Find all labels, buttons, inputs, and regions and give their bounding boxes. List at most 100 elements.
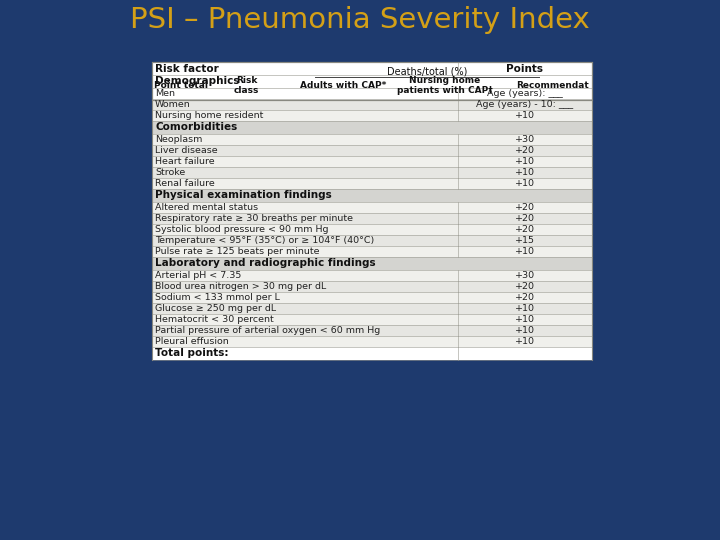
Text: Point total: Point total bbox=[153, 81, 207, 90]
Text: +20: +20 bbox=[515, 146, 535, 155]
Text: +30: +30 bbox=[515, 271, 535, 280]
Text: +10: +10 bbox=[515, 247, 535, 256]
Bar bbox=[152, 62, 592, 100]
Bar bbox=[152, 167, 458, 178]
Text: +10: +10 bbox=[515, 326, 535, 335]
Bar bbox=[458, 202, 592, 213]
Bar bbox=[152, 292, 458, 303]
Text: Sodium < 133 mmol per L: Sodium < 133 mmol per L bbox=[155, 293, 280, 302]
Text: Age (years): ___: Age (years): ___ bbox=[487, 89, 563, 98]
Bar bbox=[152, 213, 458, 224]
Text: Neoplasm: Neoplasm bbox=[155, 135, 202, 144]
Bar bbox=[152, 62, 592, 100]
Bar bbox=[152, 224, 458, 235]
Text: Deaths/total (%): Deaths/total (%) bbox=[387, 67, 467, 77]
Bar bbox=[152, 121, 458, 134]
Bar bbox=[458, 257, 592, 270]
Bar bbox=[152, 270, 458, 281]
Bar bbox=[152, 110, 458, 121]
Bar bbox=[152, 99, 458, 110]
Bar bbox=[152, 178, 458, 189]
Bar bbox=[152, 88, 458, 99]
Text: Adults with CAP*: Adults with CAP* bbox=[300, 81, 387, 90]
Text: Total points:: Total points: bbox=[155, 348, 228, 359]
Bar bbox=[458, 270, 592, 281]
Text: +20: +20 bbox=[515, 225, 535, 234]
Text: +10: +10 bbox=[515, 157, 535, 166]
Text: Renal failure: Renal failure bbox=[155, 179, 215, 188]
Bar bbox=[152, 202, 458, 213]
Text: +20: +20 bbox=[515, 282, 535, 291]
Text: Comorbidities: Comorbidities bbox=[155, 123, 238, 132]
Text: Hematocrit < 30 percent: Hematocrit < 30 percent bbox=[155, 315, 274, 324]
Text: Recommendat: Recommendat bbox=[516, 81, 589, 90]
Bar bbox=[458, 347, 592, 360]
Text: Men: Men bbox=[155, 89, 175, 98]
Text: +20: +20 bbox=[515, 293, 535, 302]
Bar bbox=[152, 303, 458, 314]
Bar bbox=[458, 167, 592, 178]
Bar bbox=[152, 347, 458, 360]
Bar bbox=[152, 246, 458, 257]
Bar bbox=[458, 292, 592, 303]
Text: Laboratory and radiographic findings: Laboratory and radiographic findings bbox=[155, 259, 376, 268]
Text: Women: Women bbox=[155, 100, 191, 109]
Bar bbox=[458, 134, 592, 145]
Bar bbox=[152, 145, 458, 156]
Bar bbox=[458, 314, 592, 325]
Text: +20: +20 bbox=[515, 203, 535, 212]
Text: Pulse rate ≥ 125 beats per minute: Pulse rate ≥ 125 beats per minute bbox=[155, 247, 320, 256]
Text: Nursing home
patients with CAP†: Nursing home patients with CAP† bbox=[397, 76, 492, 95]
Text: +10: +10 bbox=[515, 315, 535, 324]
Bar bbox=[152, 235, 458, 246]
Bar bbox=[458, 178, 592, 189]
Text: Age (years) - 10: ___: Age (years) - 10: ___ bbox=[477, 100, 573, 109]
Bar bbox=[458, 75, 592, 88]
Bar bbox=[458, 325, 592, 336]
Text: +10: +10 bbox=[515, 179, 535, 188]
Text: Blood urea nitrogen > 30 mg per dL: Blood urea nitrogen > 30 mg per dL bbox=[155, 282, 326, 291]
Bar bbox=[458, 235, 592, 246]
Text: Liver disease: Liver disease bbox=[155, 146, 217, 155]
Text: Altered mental status: Altered mental status bbox=[155, 203, 258, 212]
Text: +20: +20 bbox=[515, 214, 535, 223]
Text: Risk factor: Risk factor bbox=[155, 64, 219, 73]
Text: Respiratory rate ≥ 30 breaths per minute: Respiratory rate ≥ 30 breaths per minute bbox=[155, 214, 353, 223]
Bar bbox=[458, 88, 592, 99]
Text: Physical examination findings: Physical examination findings bbox=[155, 191, 332, 200]
Bar bbox=[152, 281, 458, 292]
Text: +30: +30 bbox=[515, 135, 535, 144]
Bar bbox=[152, 75, 458, 88]
Text: +15: +15 bbox=[515, 236, 535, 245]
Bar bbox=[152, 189, 458, 202]
Text: PSI – Pneumonia Severity Index: PSI – Pneumonia Severity Index bbox=[130, 6, 590, 34]
Bar bbox=[458, 156, 592, 167]
Bar bbox=[152, 156, 458, 167]
Text: +10: +10 bbox=[515, 111, 535, 120]
Text: Systolic blood pressure < 90 mm Hg: Systolic blood pressure < 90 mm Hg bbox=[155, 225, 328, 234]
Bar bbox=[458, 121, 592, 134]
Bar bbox=[458, 303, 592, 314]
Text: Stroke: Stroke bbox=[155, 168, 185, 177]
Text: +10: +10 bbox=[515, 304, 535, 313]
Text: Nursing home resident: Nursing home resident bbox=[155, 111, 264, 120]
Bar bbox=[152, 134, 458, 145]
Text: +10: +10 bbox=[515, 337, 535, 346]
Bar bbox=[152, 257, 458, 270]
Bar bbox=[458, 189, 592, 202]
Bar bbox=[458, 336, 592, 347]
Bar bbox=[152, 62, 458, 75]
Text: Partial pressure of arterial oxygen < 60 mm Hg: Partial pressure of arterial oxygen < 60… bbox=[155, 326, 380, 335]
Text: Pleural effusion: Pleural effusion bbox=[155, 337, 229, 346]
Text: Points: Points bbox=[506, 64, 544, 73]
Text: +10: +10 bbox=[515, 168, 535, 177]
Text: Temperature < 95°F (35°C) or ≥ 104°F (40°C): Temperature < 95°F (35°C) or ≥ 104°F (40… bbox=[155, 236, 374, 245]
Bar bbox=[152, 325, 458, 336]
Bar bbox=[458, 62, 592, 75]
Bar bbox=[458, 246, 592, 257]
Text: Arterial pH < 7.35: Arterial pH < 7.35 bbox=[155, 271, 241, 280]
Text: Demographics: Demographics bbox=[155, 77, 240, 86]
Bar bbox=[458, 213, 592, 224]
Bar bbox=[458, 99, 592, 110]
Text: Risk
class: Risk class bbox=[234, 76, 259, 95]
